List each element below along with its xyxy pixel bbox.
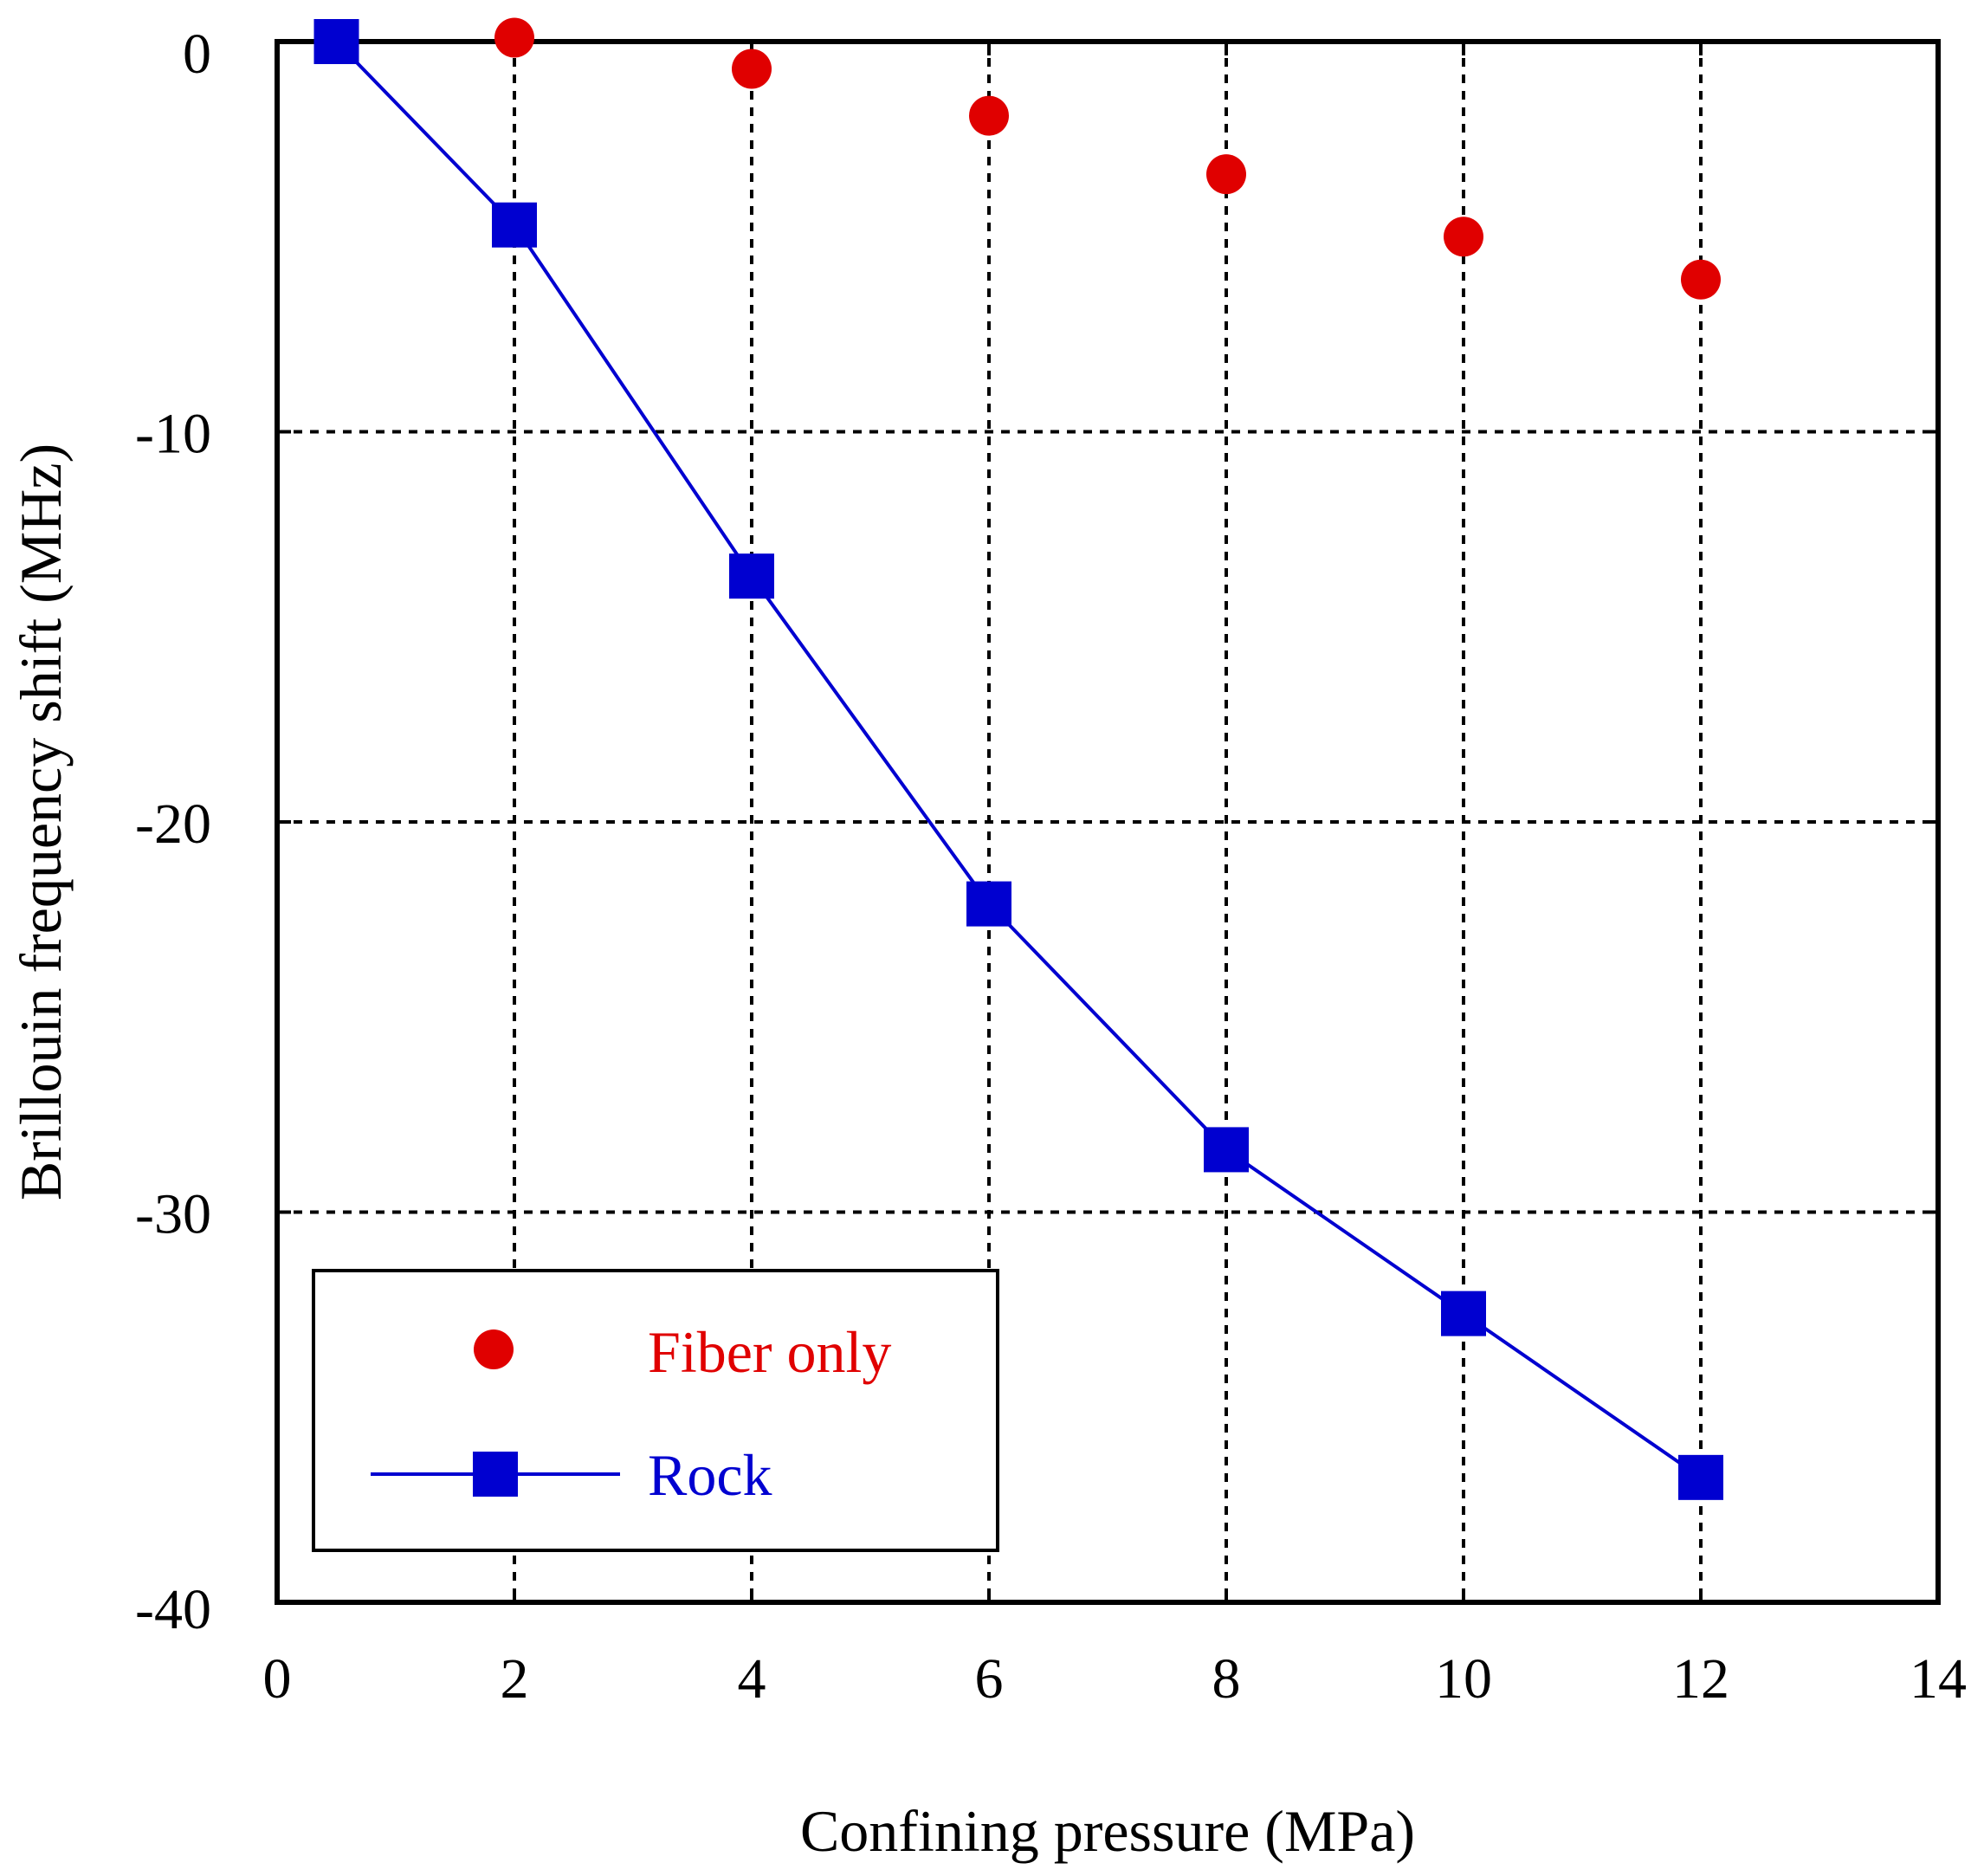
legend-fiber-label: Fiber only: [648, 1319, 891, 1385]
x-axis-title: Confining pressure (MPa): [800, 1798, 1415, 1864]
data-point: [1681, 259, 1721, 300]
series-rock: [313, 19, 1723, 1500]
x-tick-label: 0: [263, 1647, 292, 1711]
x-tick-label: 14: [1910, 1647, 1967, 1711]
data-point: [1678, 1454, 1723, 1500]
series-layer: [313, 17, 1723, 1500]
data-point: [1204, 1127, 1249, 1173]
y-tick-label: -10: [135, 403, 211, 466]
data-point: [732, 49, 772, 89]
y-tick-label: -20: [135, 792, 211, 856]
x-tick-label: 10: [1435, 1647, 1492, 1711]
data-point: [969, 95, 1009, 136]
data-point: [1441, 1291, 1486, 1336]
data-point: [966, 881, 1011, 927]
data-point: [313, 19, 359, 64]
legend-fiber-marker: [474, 1329, 514, 1369]
x-tick-label: 2: [501, 1647, 529, 1711]
y-tick-label: -30: [135, 1183, 211, 1246]
y-tick-label: 0: [183, 23, 211, 86]
x-tick-label: 6: [975, 1647, 1004, 1711]
series-fiber-only: [494, 17, 1721, 300]
series-line: [335, 40, 1703, 1479]
data-point: [494, 17, 534, 58]
y-tick-label: -40: [135, 1578, 211, 1641]
data-point: [729, 553, 774, 599]
data-point: [492, 202, 537, 248]
data-point: [1444, 217, 1483, 257]
y-axis-title: Brillouin frequency shift (MHz): [8, 443, 74, 1200]
data-point: [1206, 154, 1246, 195]
legend-rock-label: Rock: [648, 1442, 772, 1508]
x-tick-label: 4: [738, 1647, 766, 1711]
legend: Fiber only Rock: [312, 1269, 999, 1552]
x-tick-labels: 0 2 4 6 8 10 12 14: [263, 1647, 1968, 1711]
x-tick-label: 8: [1212, 1647, 1241, 1711]
y-tick-labels: 0 -10 -20 -30 -40: [135, 23, 211, 1641]
x-tick-label: 12: [1672, 1647, 1729, 1711]
legend-box: [312, 1269, 999, 1552]
legend-rock-marker: [473, 1452, 518, 1497]
